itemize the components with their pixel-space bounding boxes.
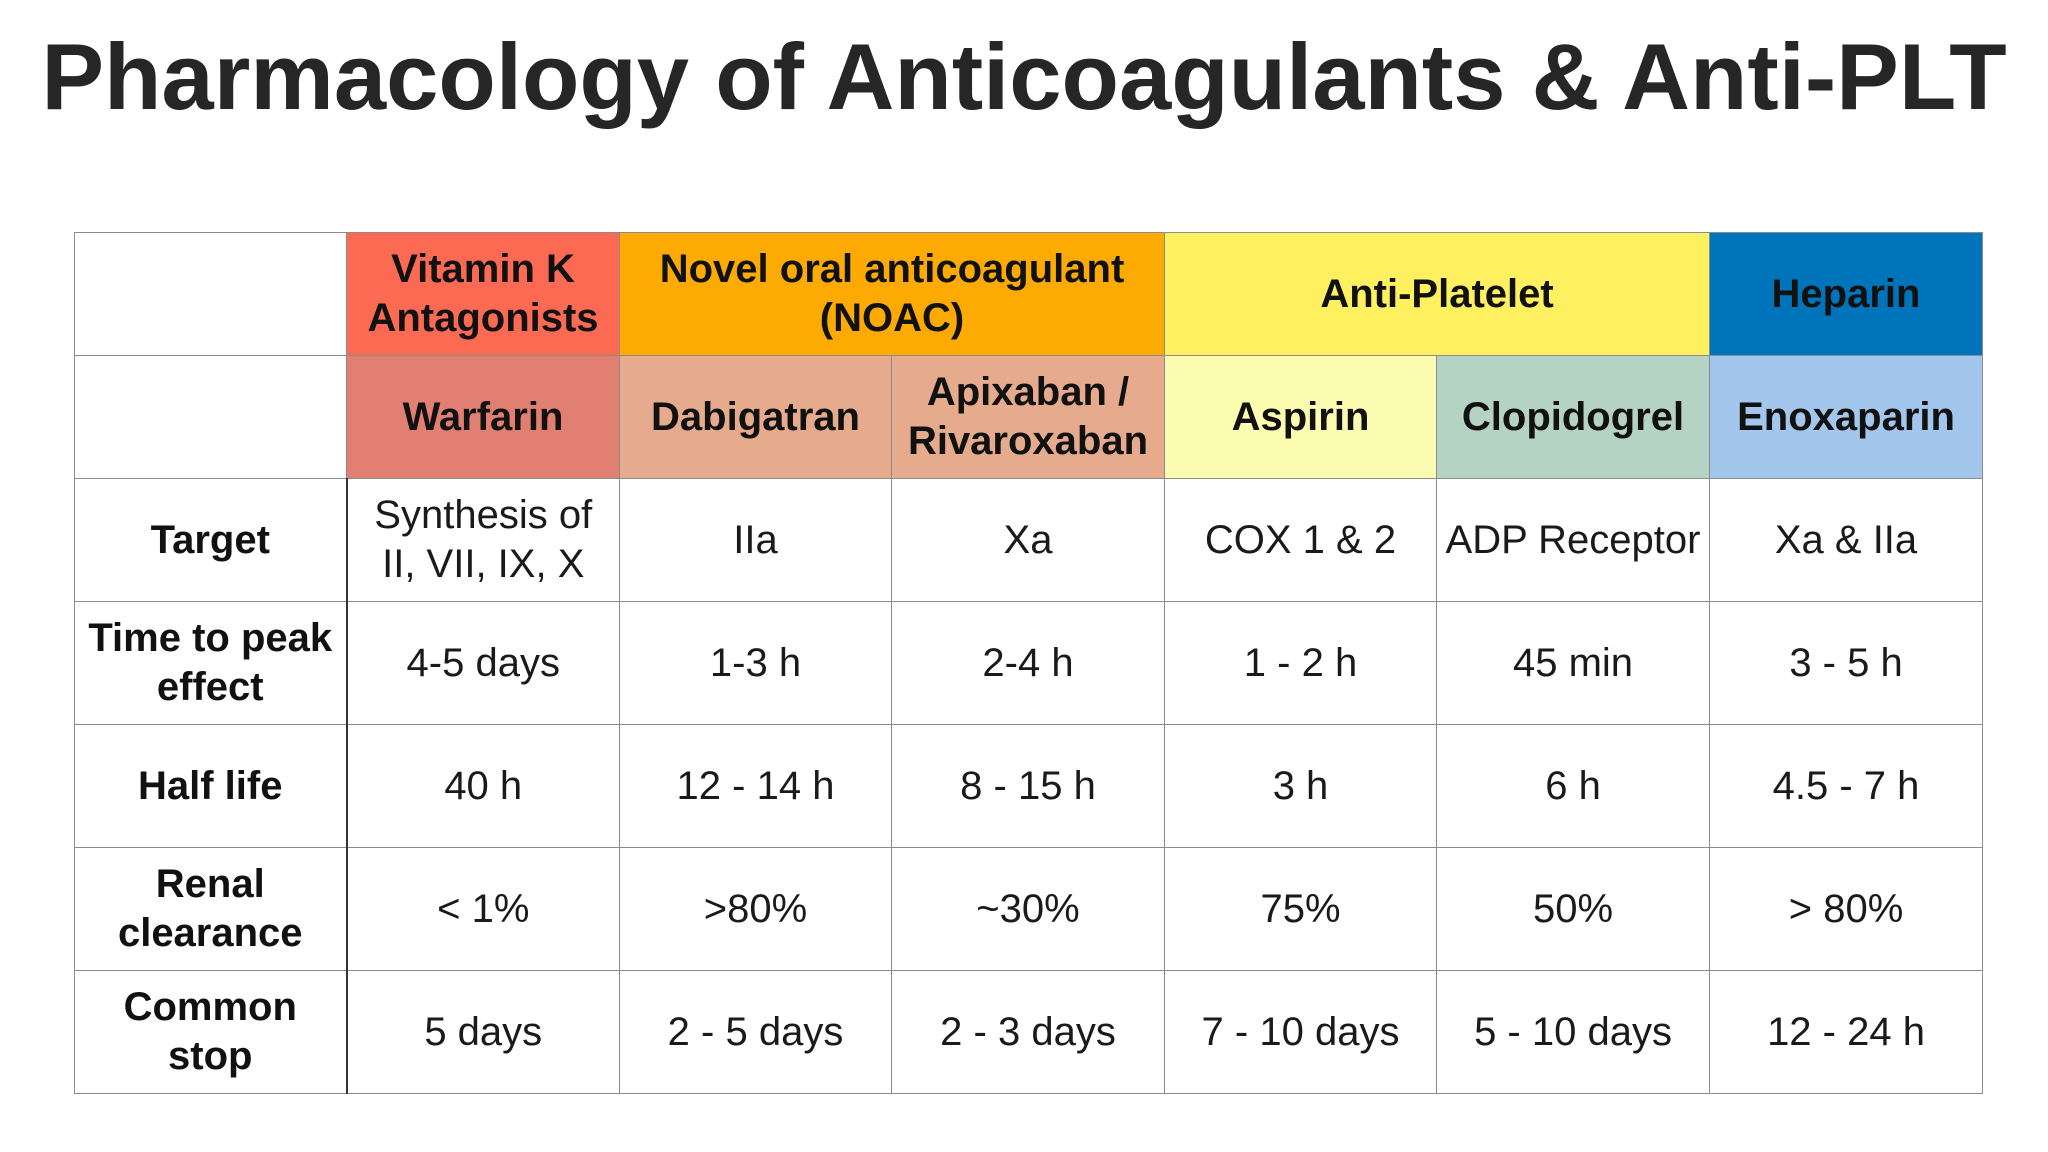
- table-cell: Synthesis of II, VII, IX, X: [346, 478, 620, 602]
- cell-line: Synthesis of: [374, 493, 593, 537]
- table-cell: 12 - 24 h: [1709, 970, 1984, 1094]
- group-heparin: Heparin: [1709, 232, 1984, 356]
- table-cell: < 1%: [346, 847, 620, 971]
- table-cell: 50%: [1435, 847, 1711, 971]
- row-label-renal-clearance: Renal clearance: [74, 847, 348, 971]
- row-label-half-life: Half life: [74, 724, 348, 848]
- table-cell: ADP Receptor: [1435, 478, 1711, 602]
- row-label-line: effect: [156, 665, 264, 709]
- table-cell: COX 1 & 2: [1164, 478, 1437, 602]
- table-cell: 2 - 5 days: [619, 970, 892, 1094]
- row-label-line: Common: [123, 985, 297, 1029]
- drug-label-line: Rivaroxaban: [907, 419, 1149, 463]
- table-cell: 6 h: [1435, 724, 1711, 848]
- drug-aspirin: Aspirin: [1164, 355, 1437, 479]
- table-row: Renal clearance < 1% >80% ~30% 75% 50% >…: [74, 847, 1984, 971]
- corner-cell: [74, 232, 347, 356]
- row-label-line: Renal: [155, 862, 265, 906]
- table-cell: >80%: [619, 847, 892, 971]
- table-cell: 40 h: [346, 724, 620, 848]
- anticoagulant-table: Vitamin K Antagonists Novel oral anticoa…: [74, 232, 1984, 1094]
- table-cell: IIa: [619, 478, 892, 602]
- table-cell: 3 - 5 h: [1709, 601, 1984, 725]
- table-cell: Xa & IIa: [1709, 478, 1984, 602]
- row-label-line: Time to peak: [88, 616, 333, 660]
- table-row: Half life 40 h 12 - 14 h 8 - 15 h 3 h 6 …: [74, 724, 1984, 848]
- drug-enoxaparin: Enoxaparin: [1709, 355, 1984, 479]
- table-row: Target Synthesis of II, VII, IX, X IIa X…: [74, 478, 1984, 602]
- drug-clopidogrel: Clopidogrel: [1435, 355, 1711, 479]
- row-label-line: stop: [168, 1034, 253, 1078]
- row-label-common-stop: Common stop: [74, 970, 348, 1094]
- table-cell: 1-3 h: [619, 601, 892, 725]
- cell-line: II, VII, IX, X: [382, 542, 585, 586]
- table-cell: 2-4 h: [891, 601, 1165, 725]
- drug-apixaban-rivaroxaban: Apixaban / Rivaroxaban: [891, 355, 1165, 479]
- row-label-time-to-peak: Time to peak effect: [74, 601, 348, 725]
- table-cell: 5 days: [346, 970, 620, 1094]
- table-cell: Xa: [891, 478, 1165, 602]
- group-anti-platelet: Anti-Platelet: [1163, 232, 1711, 356]
- table-cell: ~30%: [891, 847, 1165, 971]
- table-cell: 3 h: [1164, 724, 1437, 848]
- drug-warfarin: Warfarin: [346, 355, 620, 479]
- group-vitamin-k-antagonists: Vitamin K Antagonists: [346, 232, 620, 356]
- group-label-line: Vitamin K: [391, 247, 575, 291]
- drug-header-row: Warfarin Dabigatran Apixaban / Rivaroxab…: [74, 355, 1984, 479]
- drug-label-line: Apixaban /: [926, 370, 1130, 414]
- group-noac: Novel oral anticoagulant (NOAC): [619, 232, 1165, 356]
- table-row: Common stop 5 days 2 - 5 days 2 - 3 days…: [74, 970, 1984, 1094]
- corner-cell: [74, 355, 347, 479]
- table-cell: 45 min: [1435, 601, 1711, 725]
- group-header-row: Vitamin K Antagonists Novel oral anticoa…: [74, 232, 1984, 356]
- table-cell: 4-5 days: [346, 601, 620, 725]
- table-row: Time to peak effect 4-5 days 1-3 h 2-4 h…: [74, 601, 1984, 725]
- table-cell: 4.5 - 7 h: [1709, 724, 1984, 848]
- table-cell: 7 - 10 days: [1164, 970, 1437, 1094]
- page-title-text: Pharmacology of Anticoagulants & Anti-PL…: [41, 24, 2007, 129]
- group-label-line: Novel oral anticoagulant: [659, 247, 1125, 291]
- row-label-line: clearance: [117, 911, 303, 955]
- page-title: Pharmacology of Anticoagulants & Anti-PL…: [0, 28, 2048, 126]
- row-label-target: Target: [74, 478, 348, 602]
- table-cell: 1 - 2 h: [1164, 601, 1437, 725]
- group-label-line: Antagonists: [367, 296, 599, 340]
- table-cell: 5 - 10 days: [1435, 970, 1711, 1094]
- group-label-line: (NOAC): [819, 296, 965, 340]
- table-cell: 75%: [1164, 847, 1437, 971]
- table-cell: 2 - 3 days: [891, 970, 1165, 1094]
- table-cell: 12 - 14 h: [619, 724, 892, 848]
- drug-dabigatran: Dabigatran: [619, 355, 892, 479]
- table-cell: 8 - 15 h: [891, 724, 1165, 848]
- table-cell: > 80%: [1709, 847, 1984, 971]
